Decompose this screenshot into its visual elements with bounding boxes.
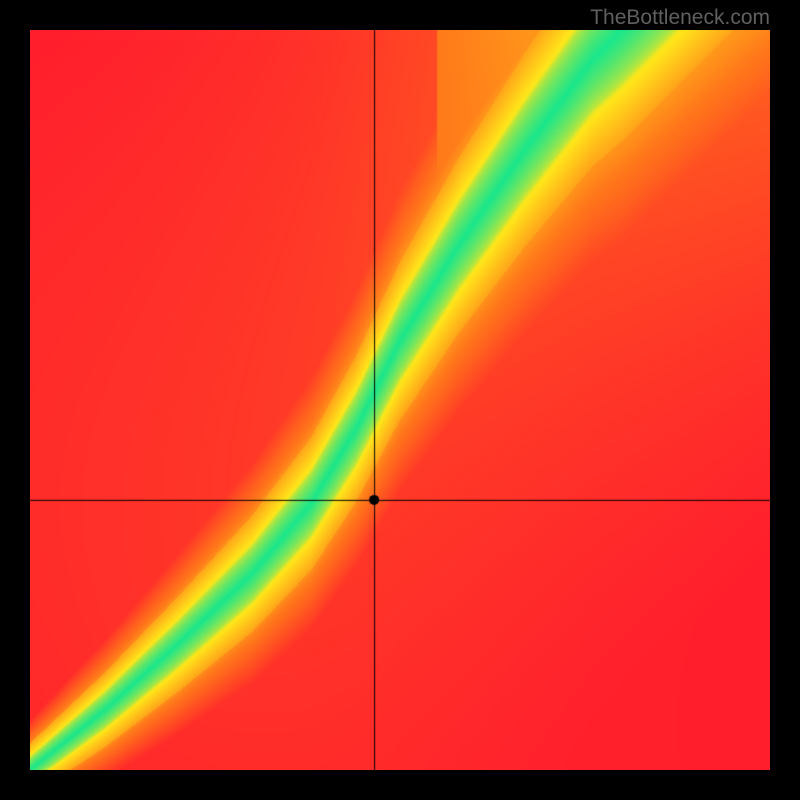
watermark-text: TheBottleneck.com [590,6,770,30]
chart-container: TheBottleneck.com [0,0,800,800]
heatmap-canvas [30,30,770,770]
heatmap-plot [30,30,770,770]
